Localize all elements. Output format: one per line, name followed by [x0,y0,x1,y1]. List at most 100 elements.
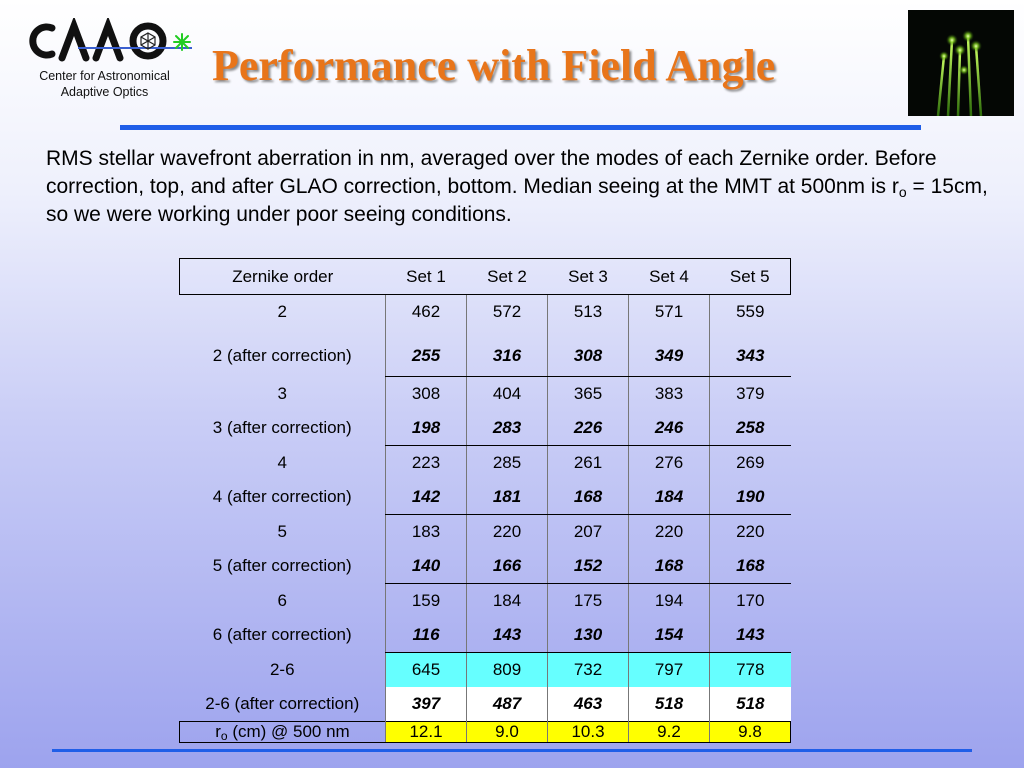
header-set-3: Set 3 [547,258,629,295]
row-label: 2-6 (after correction) [205,694,360,713]
ro-cell: 9.0 [466,721,548,743]
table-cell: 168 [547,480,629,515]
table-cell: 513 [547,294,629,329]
row-label: 2-6 [269,659,295,679]
table-cell: 797 [628,652,710,687]
table-row: 3 308 404 365 383 379 [180,376,791,411]
table-cell: 198 [385,411,467,446]
table-cell: 316 [466,329,548,377]
table-cell: 559 [709,294,791,329]
table-row: 4 (after correction) 142 181 168 184 190 [180,480,791,515]
intro-subscript: o [898,184,907,200]
table-row: 6 (after correction) 116 143 130 154 143 [180,618,791,653]
table-cell: 184 [466,583,548,618]
header-set-1: Set 1 [385,258,467,295]
table-cell: 269 [709,445,791,480]
table-cell: 732 [547,652,629,687]
table-cell: 379 [709,376,791,411]
logo-subtitle: Center for Astronomical Adaptive Optics [22,68,187,100]
table-cell: 194 [628,583,710,618]
table-row: 2-6 (after correction) 397 487 463 518 518 [180,687,791,722]
table-cell: 166 [466,549,548,584]
title-divider [120,125,921,130]
table-cell: 397 [385,687,467,722]
table-cell: 159 [385,583,467,618]
table-cell: 283 [466,411,548,446]
table-cell: 343 [709,329,791,377]
table-row: 2-6 645 809 732 797 778 [180,652,791,687]
row-label: 2 (after correction) [212,345,352,365]
table-cell: 223 [385,445,467,480]
logo-subtitle-line2: Adaptive Optics [60,85,149,99]
ro-row: ro (cm) @ 500 nm 12.1 9.0 10.3 9.2 9.8 [179,721,791,743]
caao-logo: Center for Astronomical Adaptive Optics [22,18,197,103]
row-label: 5 [277,521,287,541]
table-cell: 143 [709,618,791,653]
table-cell: 487 [466,687,548,722]
table-cell: 142 [385,480,467,515]
table-cell: 116 [385,618,467,653]
ro-label-rest: (cm) @ 500 nm [227,722,350,741]
table-cell: 383 [628,376,710,411]
ro-label-r: r [215,722,221,741]
table-cell: 518 [709,687,791,722]
table-cell: 184 [628,480,710,515]
table-cell: 308 [547,329,629,377]
table-row: 4 223 285 261 276 269 [180,445,791,480]
table-cell: 183 [385,514,467,549]
header-set-5: Set 5 [709,258,791,295]
row-label: 6 [277,590,287,610]
table-cell: 261 [547,445,629,480]
table-cell: 258 [709,411,791,446]
ro-cell: 12.1 [385,721,467,743]
table-row: 2 (after correction) 255 316 308 349 343 [180,329,791,377]
table-cell: 130 [547,618,629,653]
table-cell: 246 [628,411,710,446]
table-cell: 168 [709,549,791,584]
ro-row-label: ro (cm) @ 500 nm [179,721,386,743]
table-row: 5 (after correction) 140 166 152 168 168 [180,549,791,584]
table-row: 3 (after correction) 198 283 226 246 258 [180,411,791,446]
table-cell: 190 [709,480,791,515]
row-label: 6 (after correction) [212,625,352,645]
table-cell: 220 [709,514,791,549]
header-set-2: Set 2 [466,258,548,295]
table-cell: 175 [547,583,629,618]
table-cell: 365 [547,376,629,411]
ro-cell: 10.3 [547,721,629,743]
page-title: Performance with Field Angle [212,41,776,90]
row-label: 5 (after correction) [212,556,352,576]
logo-subtitle-line1: Center for Astronomical [39,69,170,83]
intro-text: RMS stellar wavefront aberration in nm, … [46,147,937,198]
table-cell: 572 [466,294,548,329]
table-cell: 154 [628,618,710,653]
caao-logo-mark [29,18,192,62]
table-cell: 809 [466,652,548,687]
ro-cell: 9.8 [709,721,791,743]
table-cell: 152 [547,549,629,584]
table-cell: 220 [466,514,548,549]
table-cell: 220 [628,514,710,549]
table-cell: 571 [628,294,710,329]
footer-divider [52,749,972,752]
row-label: 4 (after correction) [212,487,352,507]
ro-cell: 9.2 [628,721,710,743]
table-cell: 168 [628,549,710,584]
row-label: 4 [277,452,287,472]
table-header-row: Zernike order Set 1 Set 2 Set 3 Set 4 Set 5 [179,258,791,295]
green-star-icon [173,33,191,51]
table-cell: 143 [466,618,548,653]
table-cell: 463 [547,687,629,722]
table-cell: 462 [385,294,467,329]
fiber-optics-photo [908,10,1014,117]
header-set-4: Set 4 [628,258,710,295]
row-label: 2 [277,302,287,321]
table-row: 6 159 184 175 194 170 [180,583,791,618]
ro-label-sub: o [220,729,228,743]
table-cell: 645 [385,652,467,687]
table-cell: 170 [709,583,791,618]
table-row: 2 462 572 513 571 559 [180,294,791,329]
table-cell: 207 [547,514,629,549]
table-cell: 181 [466,480,548,515]
